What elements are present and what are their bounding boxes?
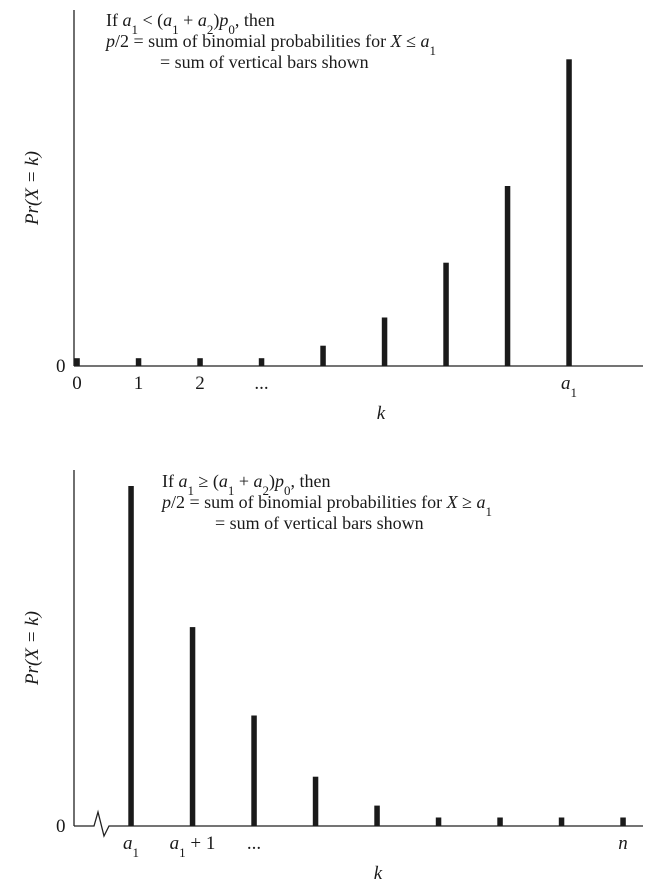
- x-axis-with-break: [74, 809, 643, 838]
- bar: [135, 358, 142, 366]
- y-zero-label: 0: [56, 816, 66, 837]
- bar: [312, 776, 319, 826]
- y-zero-label: 0: [56, 356, 66, 377]
- bar: [497, 817, 503, 826]
- annotation-line: If a1 < (a1 + a2)p0, then: [106, 10, 275, 37]
- x-tick-label: a1: [123, 833, 139, 860]
- bar: [197, 358, 203, 366]
- bar: [128, 486, 134, 826]
- bar: [320, 345, 326, 366]
- bar: [74, 358, 80, 366]
- bar: [189, 627, 196, 826]
- x-axis-label: k: [374, 863, 383, 884]
- annotation-line: If a1 ≥ (a1 + a2)p0, then: [162, 471, 331, 498]
- x-tick-label: ...: [254, 373, 268, 394]
- bar: [443, 262, 449, 366]
- y-axis-label: Pr(X = k): [22, 151, 43, 226]
- x-tick-label: a1 + 1: [170, 833, 216, 860]
- x-tick-label: ...: [247, 833, 261, 854]
- x-tick-label: n: [618, 833, 628, 854]
- bar: [435, 817, 442, 826]
- bar: [258, 358, 265, 366]
- x-tick-label: 1: [134, 373, 144, 394]
- bar: [374, 805, 380, 826]
- bar: [566, 59, 572, 367]
- y-axis-label: Pr(X = k): [22, 611, 43, 686]
- x-tick-label: a1: [561, 373, 577, 400]
- bar: [381, 317, 388, 366]
- annotation-line: = sum of vertical bars shown: [215, 513, 424, 533]
- annotation-line: p/2 = sum of binomial probabilities for …: [104, 31, 436, 58]
- x-tick-label: 2: [195, 373, 205, 394]
- annotation-line: = sum of vertical bars shown: [160, 52, 369, 72]
- x-tick-label: 0: [72, 373, 82, 394]
- bar: [558, 817, 565, 826]
- annotation-line: p/2 = sum of binomial probabilities for …: [160, 492, 492, 519]
- bar: [251, 715, 257, 826]
- x-axis-label: k: [377, 403, 386, 424]
- bar: [504, 186, 511, 366]
- bar: [620, 817, 626, 826]
